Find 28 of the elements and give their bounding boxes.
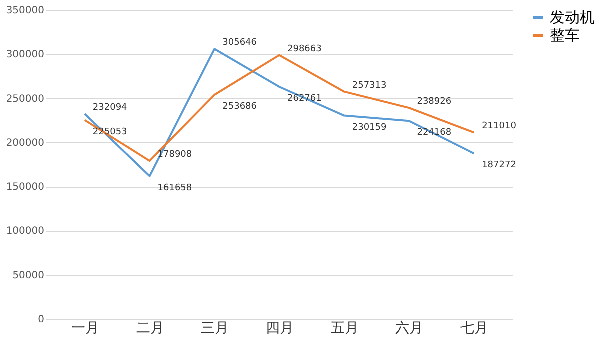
data-label: 161658 <box>158 183 192 194</box>
data-label: 238926 <box>417 97 452 108</box>
y-tick-label: 200000 <box>6 138 44 149</box>
y-tick-label: 300000 <box>6 50 44 61</box>
x-tick-label: 七月 <box>460 320 489 336</box>
x-tick-label: 三月 <box>201 320 230 336</box>
x-tick-label: 二月 <box>136 320 164 336</box>
y-tick-label: 150000 <box>6 182 44 194</box>
data-label: 305646 <box>222 38 258 48</box>
data-label: 230159 <box>352 122 387 133</box>
legend-label: 发动机 <box>550 8 595 26</box>
y-tick-label: 350000 <box>6 6 44 16</box>
line-series <box>84 54 476 162</box>
legend-label: 整车 <box>550 26 580 44</box>
x-tick-label: 一月 <box>71 320 100 336</box>
y-tick-label: 100000 <box>6 226 44 238</box>
data-label: 187272 <box>482 160 516 171</box>
y-tick-label: 250000 <box>6 94 44 105</box>
data-label: 232094 <box>92 103 128 114</box>
x-tick-label: 五月 <box>330 320 359 336</box>
x-tick-label: 四月 <box>266 320 294 336</box>
data-label: 298663 <box>288 44 322 54</box>
data-label: 253686 <box>222 102 258 112</box>
y-tick-label: 50000 <box>12 270 44 282</box>
y-tick-label: 0 <box>38 314 44 326</box>
data-label: 211010 <box>482 122 517 132</box>
x-tick-label: 六月 <box>396 320 424 336</box>
data-label: 257313 <box>352 80 387 91</box>
